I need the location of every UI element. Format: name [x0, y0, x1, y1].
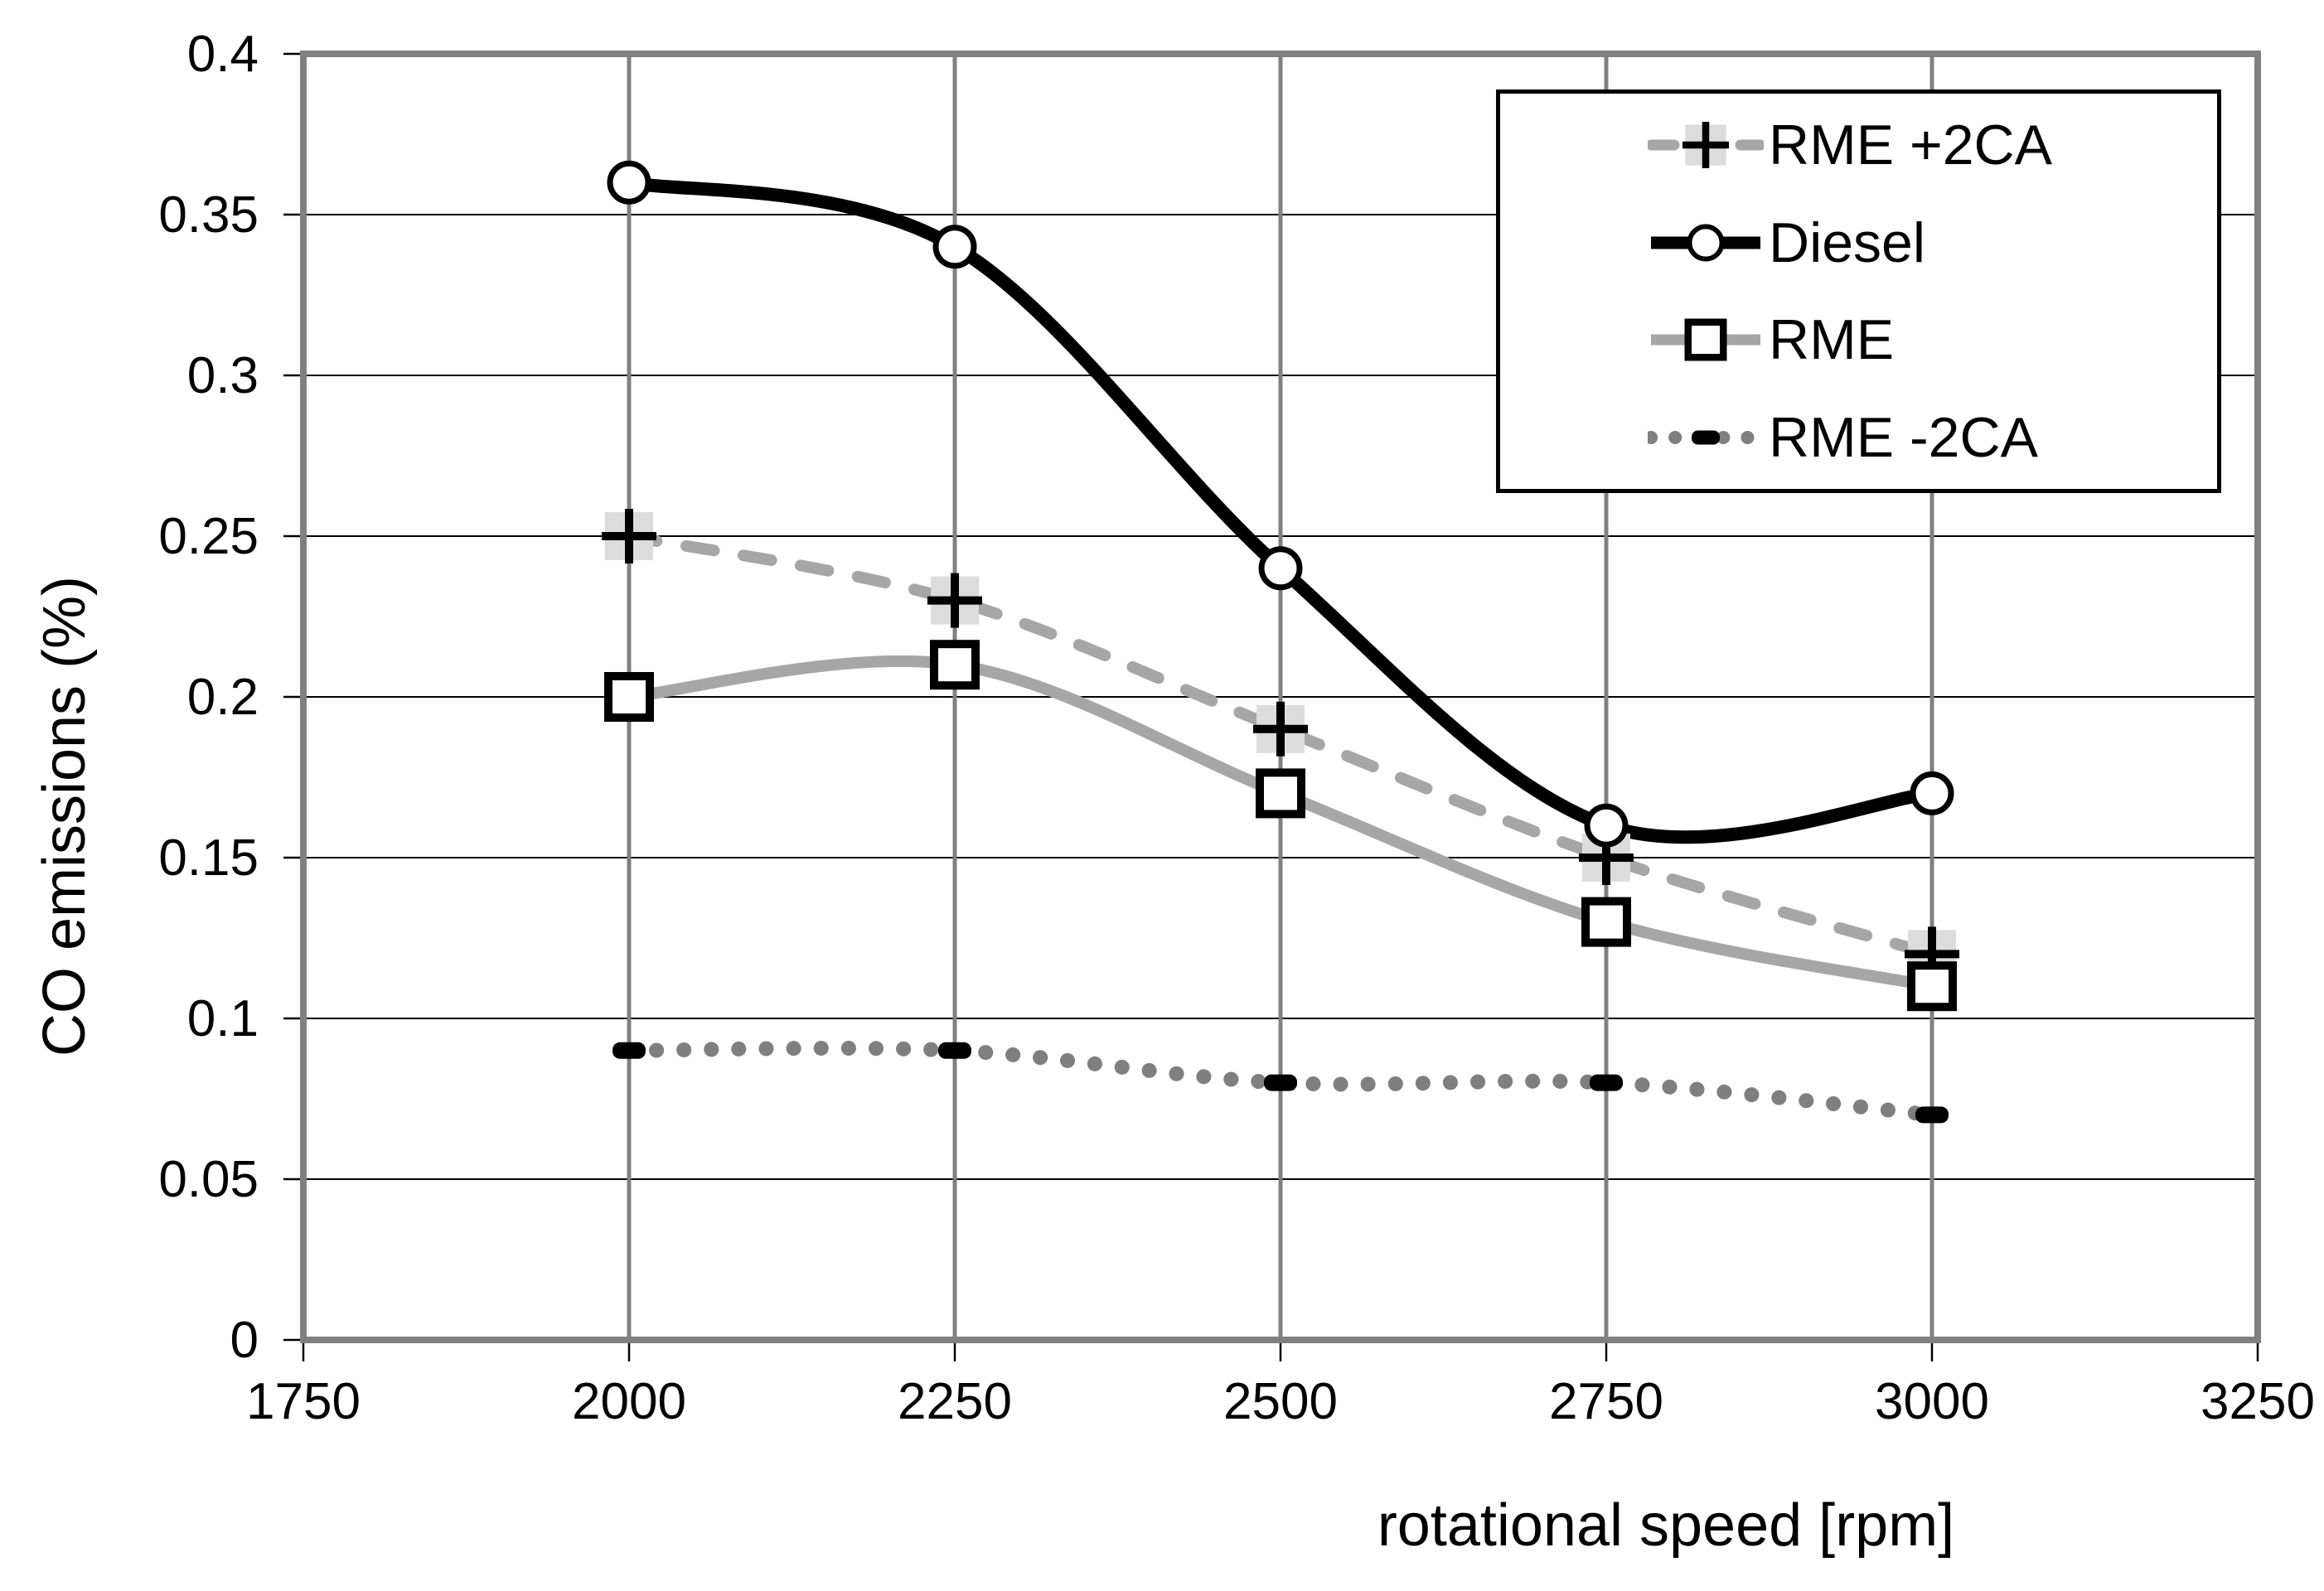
data-point-marker [607, 160, 651, 205]
data-point-marker [604, 672, 654, 722]
data-point-marker [1915, 1106, 1949, 1124]
data-point-marker [1590, 1074, 1623, 1091]
data-point-marker [1910, 771, 1954, 815]
legend-item-rme-minus-2ca: RME -2CA [1648, 392, 2217, 483]
x-tick-label: 3250 [2201, 1373, 2315, 1430]
circle-marker-icon [1258, 546, 1303, 591]
square-marker-icon [1651, 318, 1760, 361]
y-tick-label: 0.1 [187, 990, 259, 1047]
data-point-marker [602, 509, 656, 563]
square-marker-icon [604, 672, 654, 722]
data-point-marker [930, 640, 980, 690]
x-tick-label: 3000 [1875, 1373, 1989, 1430]
y-tick-label: 0.05 [158, 1151, 259, 1208]
x-tick-label: 2500 [1223, 1373, 1338, 1430]
circle-marker-icon [1687, 224, 1725, 262]
legend: RME +2CA Diesel RME RME -2CA [1496, 89, 2221, 493]
dash-marker-icon [1692, 430, 1720, 445]
dash-marker-icon [612, 1042, 646, 1059]
y-tick-label: 0.2 [187, 669, 259, 726]
y-tick-label: 0.15 [158, 829, 259, 887]
square-marker-icon [1907, 961, 1957, 1012]
dash-marker-icon [1648, 430, 1764, 445]
data-point-marker [1264, 1074, 1297, 1091]
data-point-marker [1682, 122, 1730, 169]
y-tick-label: 0.25 [158, 508, 259, 565]
plus-marker-icon [1648, 122, 1764, 169]
circle-marker-icon [1584, 803, 1629, 848]
data-point-marker [1692, 430, 1720, 445]
data-point-marker [1684, 318, 1727, 361]
data-point-marker [1256, 768, 1305, 819]
legend-label: RME [1769, 308, 1895, 372]
x-tick-label: 2750 [1549, 1373, 1663, 1430]
circle-marker-icon [607, 160, 651, 205]
data-point-marker [1584, 803, 1629, 848]
plot-frame [300, 51, 2261, 1343]
y-axis-title: CO emissions (%) [31, 575, 98, 1057]
data-point-marker [927, 573, 982, 628]
x-tick-label: 1750 [246, 1373, 361, 1430]
circle-marker-icon [932, 225, 977, 269]
dash-marker-icon [938, 1042, 971, 1059]
data-point-marker [1253, 701, 1308, 757]
legend-item-rme: RME [1648, 294, 2217, 385]
data-point-marker [932, 225, 977, 269]
dash-marker-icon [1590, 1074, 1623, 1091]
dash-marker-icon [1264, 1074, 1297, 1091]
circle-marker-icon [1651, 224, 1760, 262]
data-point-marker [1907, 961, 1957, 1012]
square-marker-icon [1684, 318, 1727, 361]
data-point-marker [1258, 546, 1303, 591]
circle-marker-icon [1910, 771, 1954, 815]
legend-item-diesel: Diesel [1648, 197, 2217, 288]
data-point-marker [938, 1042, 971, 1059]
legend-item-rme-plus-2ca: RME +2CA [1648, 99, 2217, 191]
legend-label: RME -2CA [1769, 405, 2038, 469]
square-marker-icon [930, 640, 980, 690]
legend-label: RME +2CA [1769, 114, 2052, 177]
x-tick-label: 2250 [898, 1373, 1012, 1430]
y-tick-label: 0.35 [158, 186, 259, 244]
legend-label: Diesel [1769, 210, 1925, 274]
x-tick-label: 2000 [572, 1373, 686, 1430]
data-point-marker [612, 1042, 646, 1059]
dash-marker-icon [1915, 1106, 1949, 1124]
y-tick-label: 0.4 [187, 26, 259, 83]
data-point-marker [1687, 224, 1725, 262]
square-marker-icon [1256, 768, 1305, 819]
data-point-marker [1581, 897, 1631, 947]
y-tick-label: 0 [230, 1312, 259, 1369]
x-axis-title: rotational speed [rpm] [1377, 1492, 1955, 1559]
y-tick-label: 0.3 [187, 347, 259, 404]
square-marker-icon [1581, 897, 1631, 947]
